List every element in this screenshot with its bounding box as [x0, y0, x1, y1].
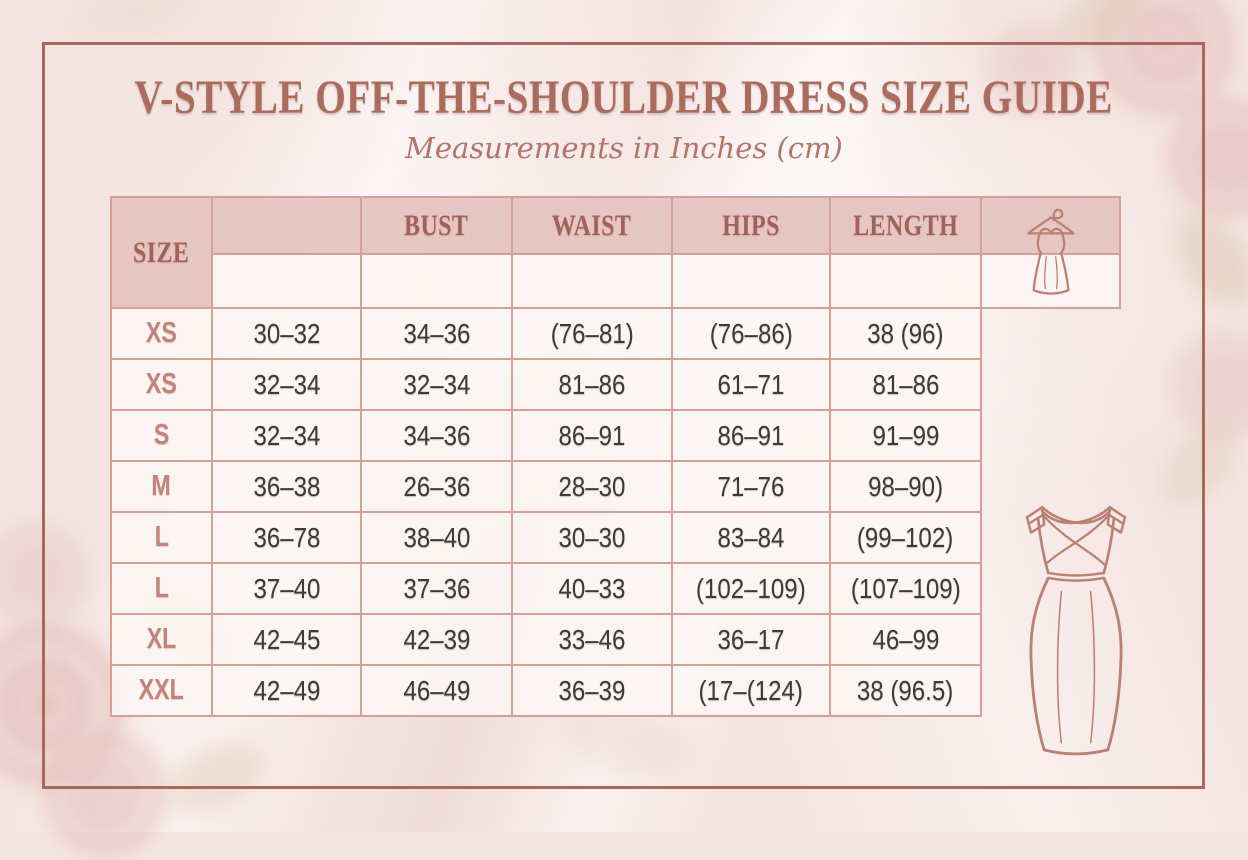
- measurement-cell: 83–84: [673, 513, 831, 564]
- measurement-cell: 81–86: [831, 360, 982, 411]
- dress-on-hanger-icon: [1026, 208, 1075, 295]
- measurement-cell: 36–78: [213, 513, 362, 564]
- measurement-cell: 38 (96): [831, 309, 982, 360]
- measurement-cell: 32–34: [362, 360, 513, 411]
- measurement-cell: 91–99: [831, 411, 982, 462]
- measurement-cell: 46–49: [362, 666, 513, 717]
- measurement-cell: 28–30: [513, 462, 673, 513]
- page-subtitle: Measurements in Inches (cm): [405, 131, 843, 165]
- measurement-cell: (76–86): [673, 309, 831, 360]
- measurement-cell: 98–90): [831, 462, 982, 513]
- measurement-cell: 86–91: [673, 411, 831, 462]
- spacer-cell: [362, 255, 513, 309]
- measurement-cell: 32–34: [213, 360, 362, 411]
- measurement-cell: (99–102): [831, 513, 982, 564]
- measurement-cell: 61–71: [673, 360, 831, 411]
- measurement-cell: 30–30: [513, 513, 673, 564]
- measurement-cell: 34–36: [362, 411, 513, 462]
- measurement-cell: 38–40: [362, 513, 513, 564]
- size-cell: XS: [112, 360, 213, 411]
- measurement-cell: 42–45: [213, 615, 362, 666]
- measurement-cell: 37–36: [362, 564, 513, 615]
- measurement-cell: 42–49: [213, 666, 362, 717]
- measurement-cell: 30–32: [213, 309, 362, 360]
- measurement-cell: 36–39: [513, 666, 673, 717]
- off-shoulder-dress-illustration: [1016, 478, 1136, 771]
- measurement-cell: (76–81): [513, 309, 673, 360]
- measurement-cell: 36–17: [673, 615, 831, 666]
- size-cell: L: [112, 564, 213, 615]
- measurement-cell: 86–91: [513, 411, 673, 462]
- size-cell: XXL: [112, 666, 213, 717]
- size-cell: XS: [112, 309, 213, 360]
- measurement-cell: 36–38: [213, 462, 362, 513]
- rose-decoration: [0, 520, 90, 630]
- measurement-cell: 26–36: [362, 462, 513, 513]
- spacer-cell: [673, 255, 831, 309]
- hips-column-header: HIPS: [673, 198, 831, 255]
- measurement-cell: 81–86: [513, 360, 673, 411]
- page-title: V-STYLE OFF-THE-SHOULDER DRESS SIZE GUID…: [134, 71, 1114, 124]
- measurement-cell: 33–46: [513, 615, 673, 666]
- blank-column-header: [213, 198, 362, 255]
- icon-column-header: [982, 198, 1121, 309]
- spacer-cell: [513, 255, 673, 309]
- measurement-cell: (17–(124): [673, 666, 831, 717]
- size-column-header: SIZE: [112, 198, 213, 309]
- measurement-cell: (107–109): [831, 564, 982, 615]
- spacer-cell: [831, 255, 982, 309]
- measurement-cell: 34–36: [362, 309, 513, 360]
- rose-decoration: [1170, 330, 1248, 440]
- measurement-cell: 38 (96.5): [831, 666, 982, 717]
- size-cell: XL: [112, 615, 213, 666]
- measurement-cell: 37–40: [213, 564, 362, 615]
- measurement-cell: 46–99: [831, 615, 982, 666]
- size-cell: M: [112, 462, 213, 513]
- spacer-cell: [213, 255, 362, 309]
- size-cell: L: [112, 513, 213, 564]
- measurement-cell: (102–109): [673, 564, 831, 615]
- size-guide-table: SIZE BUST WAIST HIPS LENGTH XS 30–32 34–…: [110, 196, 1121, 717]
- measurement-cell: 32–34: [213, 411, 362, 462]
- bust-column-header: BUST: [362, 198, 513, 255]
- decorative-frame-border: [42, 42, 1205, 789]
- waist-column-header: WAIST: [513, 198, 673, 255]
- measurement-cell: 40–33: [513, 564, 673, 615]
- measurement-cell: 71–76: [673, 462, 831, 513]
- size-cell: S: [112, 411, 213, 462]
- measurement-cell: 42–39: [362, 615, 513, 666]
- length-column-header: LENGTH: [831, 198, 982, 255]
